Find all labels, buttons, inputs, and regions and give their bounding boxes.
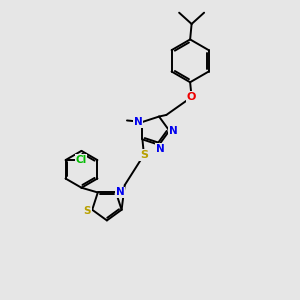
Text: N: N [156,144,165,154]
Text: Cl: Cl [75,155,87,165]
Text: S: S [84,206,91,216]
Text: N: N [169,126,178,136]
Text: N: N [116,188,124,197]
Text: S: S [140,150,148,160]
Text: N: N [134,117,142,127]
Text: O: O [187,92,196,102]
